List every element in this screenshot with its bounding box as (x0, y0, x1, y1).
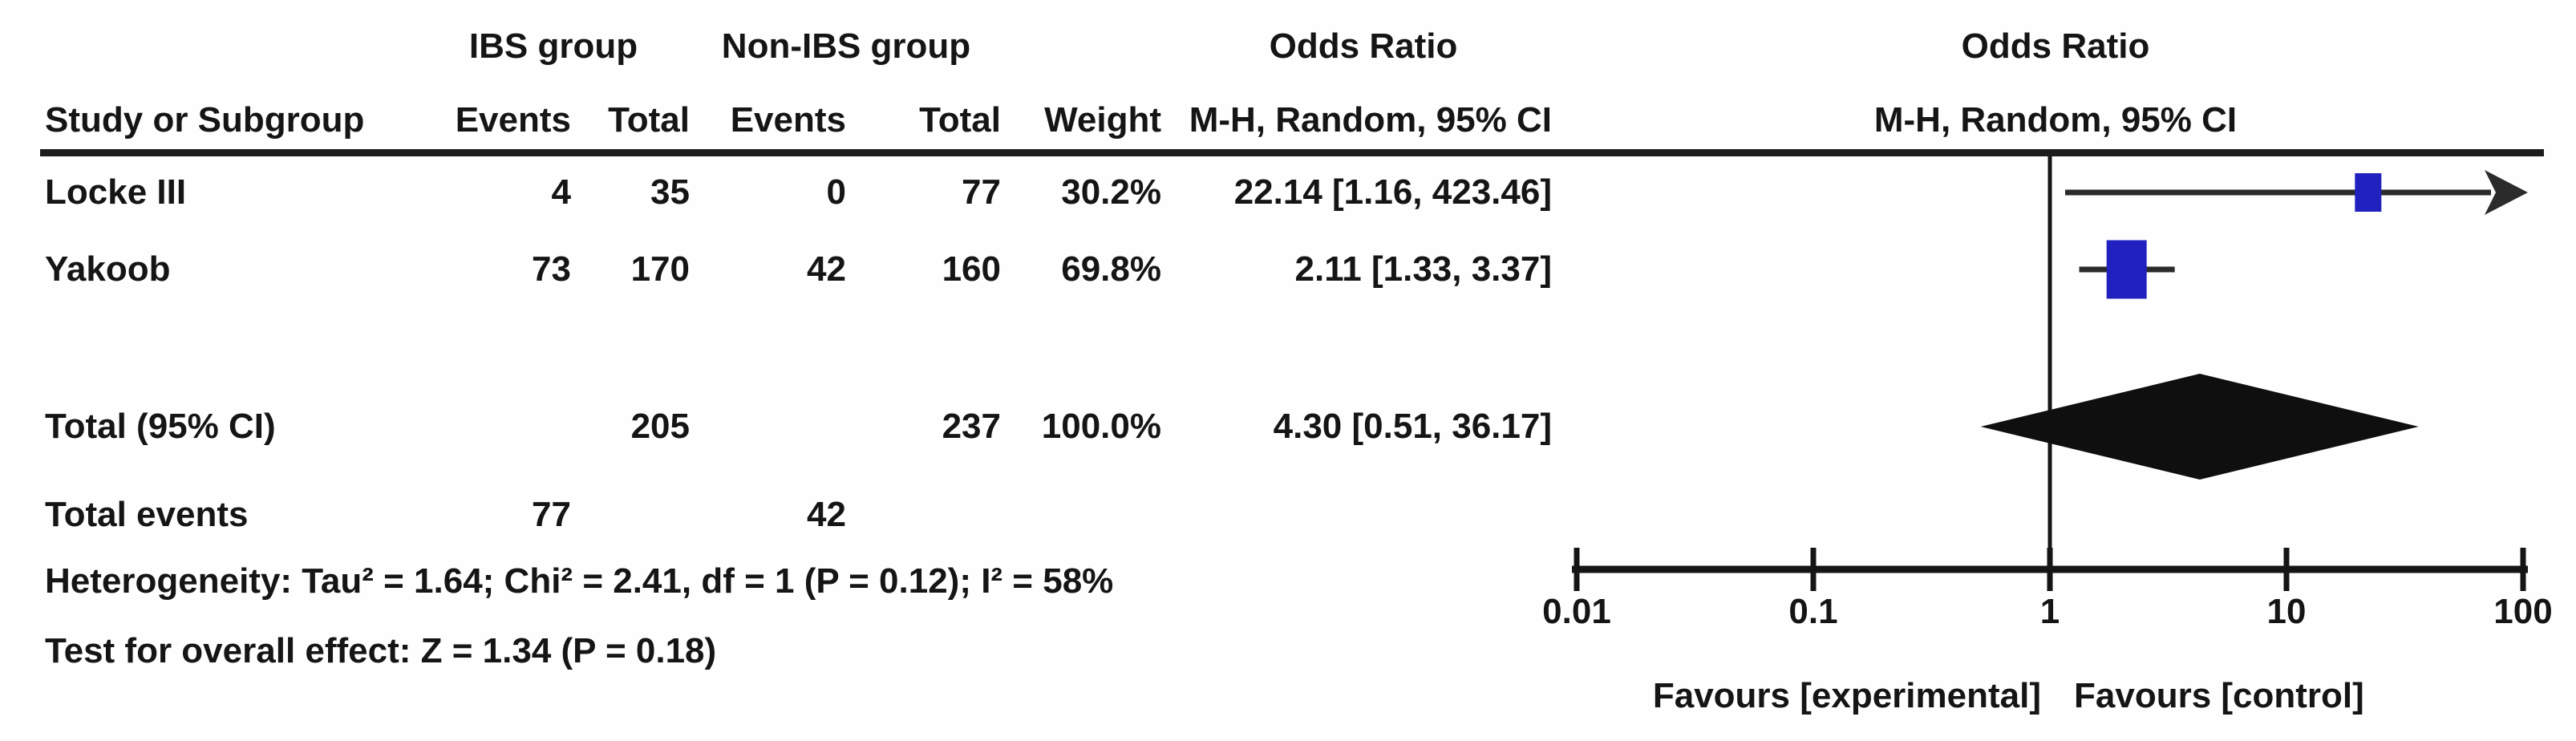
col-header-events-ibs: Events (455, 99, 571, 140)
favours-experimental-label: Favours [experimental] (1652, 675, 2041, 715)
events-nonibs-value: 42 (807, 249, 846, 289)
plot-or-subtitle: M-H, Random, 95% CI (1873, 99, 2238, 140)
weight-value: 30.2% (1061, 172, 1161, 212)
axis-tick-label: 10 (2266, 592, 2307, 631)
total-weight: 100.0% (1041, 406, 1161, 446)
total-nonibs-value: 160 (942, 249, 1001, 289)
axis-tick-label: 0.1 (1788, 592, 1838, 631)
axis-tick-label: 100 (2493, 592, 2553, 631)
total-ibs-value: 170 (630, 249, 690, 289)
col-header-or-ci: M-H, Random, 95% CI (1189, 99, 1552, 140)
axis-tick-label: 0.01 (1542, 592, 1611, 631)
events-ibs-value: 73 (532, 249, 571, 289)
group-header-nonibs: Non-IBS group (721, 26, 971, 66)
effect-square (2106, 240, 2147, 299)
or-column-title: Odds Ratio (1269, 26, 1458, 66)
weight-value: 69.8% (1061, 249, 1161, 289)
total-nonibs-sum: 237 (942, 406, 1001, 446)
study-name: Yakoob (45, 249, 171, 289)
axis-tick-label: 1 (2039, 592, 2060, 631)
total-or-ci: 4.30 [0.51, 36.17] (1273, 406, 1552, 446)
total-events-label: Total events (45, 494, 249, 534)
heterogeneity-text: Heterogeneity: Tau² = 1.64; Chi² = 2.41,… (45, 561, 1114, 601)
total-events-ibs-value: 77 (532, 494, 571, 534)
effect-square (2355, 173, 2382, 212)
favours-control-label: Favours [control] (2074, 675, 2364, 715)
col-header-weight: Weight (1044, 99, 1161, 140)
or-ci-value: 22.14 [1.16, 423.46] (1233, 172, 1552, 212)
overall-effect-text: Test for overall effect: Z = 1.34 (P = 0… (45, 630, 717, 670)
pooled-diamond (1980, 374, 2419, 480)
header-divider (40, 149, 2544, 156)
group-header-ibs: IBS group (468, 26, 638, 66)
col-header-events-nonibs: Events (730, 99, 846, 140)
total-label: Total (95% CI) (45, 406, 276, 446)
total-ibs-sum: 205 (630, 406, 690, 446)
plot-or-title: Odds Ratio (1961, 26, 2150, 66)
total-events-nonibs-value: 42 (807, 494, 846, 534)
ci-arrowhead (2485, 170, 2528, 215)
or-ci-value: 2.11 [1.33, 3.37] (1294, 249, 1552, 289)
total-nonibs-value: 77 (962, 172, 1001, 212)
total-ibs-value: 35 (650, 172, 690, 212)
study-name: Locke III (45, 172, 187, 212)
col-header-study: Study or Subgroup (45, 99, 365, 140)
col-header-total-nonibs: Total (919, 99, 1001, 140)
events-ibs-value: 4 (551, 172, 571, 212)
col-header-total-ibs: Total (608, 99, 690, 140)
events-nonibs-value: 0 (826, 172, 846, 212)
